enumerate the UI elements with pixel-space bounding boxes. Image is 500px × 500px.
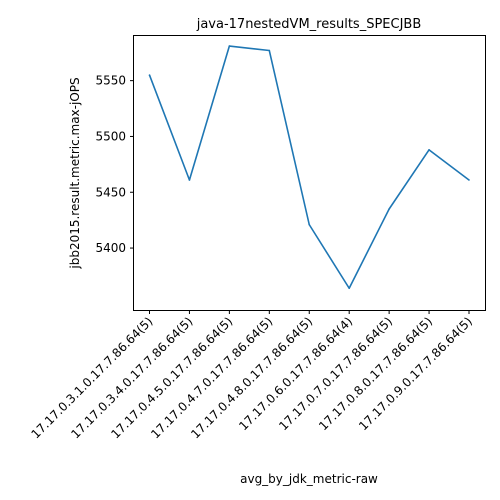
y-tick-label: 5550 [95,74,126,88]
series-line [148,45,470,290]
y-axis-label: jbb2015.result.metric.max-jOPS [68,77,82,269]
data-point [388,208,390,210]
data-point [148,74,151,76]
y-tick-label: 5450 [95,185,126,199]
data-point [188,179,191,181]
data-point [228,45,231,47]
data-point [428,149,430,151]
chart-title: java-17nestedVM_results_SPECJBB [196,17,422,32]
data-point [348,287,350,290]
y-tick-label: 5500 [95,129,126,143]
data-point [308,223,311,226]
y-tick-label: 5400 [95,241,126,255]
data-point [468,179,470,181]
x-axis-label: avg_by_jdk_metric-raw [240,472,378,486]
data-point [268,49,271,52]
plot-frame [133,35,486,311]
plot-area: 540054505500555017.17.0.3.1.0.17.7.86.64… [28,45,475,441]
